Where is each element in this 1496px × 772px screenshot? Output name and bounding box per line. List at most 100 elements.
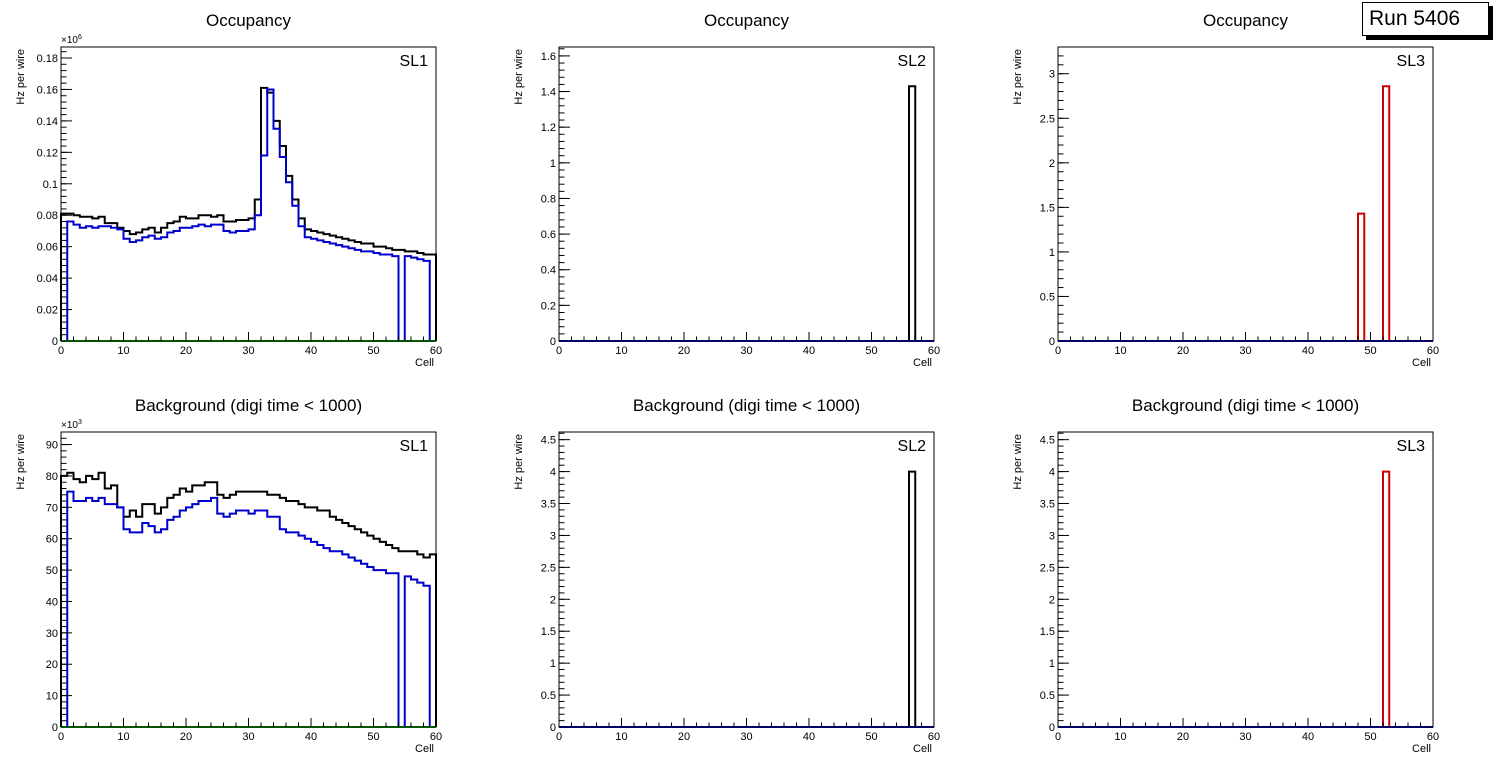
x-tick-label: 60 [1427, 345, 1439, 357]
run-label: Run 5406 [1369, 7, 1461, 30]
x-tick-label: 40 [1302, 731, 1314, 743]
y-tick-label: 2.5 [1040, 113, 1055, 125]
y-tick-label: 4 [550, 467, 556, 479]
y-tick-label: 60 [46, 534, 58, 546]
superlayer-label: SL3 [1397, 53, 1426, 70]
y-tick-label: 0.8 [541, 193, 556, 205]
x-tick-label: 10 [117, 345, 129, 357]
y-axis-label: Hz per wire [513, 49, 525, 105]
series-line-total [559, 85, 934, 342]
superlayer-label: SL2 [898, 438, 927, 455]
y-tick-label: 2.5 [1040, 562, 1055, 574]
y-exponent-label: ×103 [61, 419, 82, 431]
x-tick-label: 50 [865, 345, 877, 357]
x-tick-label: 40 [803, 731, 815, 743]
series-line-signal [61, 490, 436, 728]
y-tick-label: 2 [1049, 158, 1055, 170]
y-axis-label: Hz per wire [15, 49, 27, 105]
y-tick-label: 0.06 [37, 242, 58, 254]
y-tick-label: 0.4 [541, 265, 556, 277]
x-axis-label: Cell [415, 357, 434, 369]
y-tick-label: 1.5 [1040, 626, 1055, 638]
y-tick-label: 80 [46, 471, 58, 483]
y-tick-label: 0 [550, 722, 556, 734]
series-line-total [60, 86, 437, 341]
series-line-signal [61, 88, 436, 342]
y-tick-label: 0.2 [541, 300, 556, 312]
superlayer-label: SL1 [400, 438, 429, 455]
y-tick-label: 2.5 [541, 562, 556, 574]
y-tick-label: 50 [46, 565, 58, 577]
histogram-panel: Background (digi time < 1000) Hz per wire… [513, 396, 940, 755]
y-tick-label: 1 [1049, 658, 1055, 670]
y-tick-label: 0.04 [37, 273, 58, 285]
x-tick-label: 20 [678, 731, 690, 743]
x-tick-label: 10 [615, 731, 627, 743]
x-tick-label: 40 [305, 345, 317, 357]
y-tick-label: 0.1 [43, 179, 58, 191]
y-tick-label: 0.02 [37, 305, 58, 317]
run-label-box: Run 5406 [1362, 2, 1489, 36]
panel-title: Background (digi time < 1000) [633, 396, 860, 415]
x-tick-label: 10 [117, 731, 129, 743]
y-exponent-power: 6 [78, 34, 82, 41]
x-axis-label: Cell [1412, 743, 1431, 755]
superlayer-label: SL3 [1397, 438, 1426, 455]
y-tick-label: 1.6 [541, 51, 556, 63]
x-tick-label: 40 [1302, 345, 1314, 357]
x-tick-label: 60 [430, 345, 442, 357]
x-tick-label: 30 [1239, 731, 1251, 743]
y-tick-label: 0.5 [1040, 291, 1055, 303]
y-tick-label: 0.12 [37, 147, 58, 159]
y-tick-label: 20 [46, 659, 58, 671]
y-exponent-power: 3 [78, 419, 82, 426]
y-tick-label: 3 [1049, 69, 1055, 81]
x-tick-label: 60 [1427, 731, 1439, 743]
x-axis-label: Cell [913, 357, 932, 369]
series-line-total [60, 471, 437, 727]
series-line-total [559, 470, 934, 728]
x-tick-label: 20 [180, 345, 192, 357]
plot-frame [558, 46, 935, 342]
y-axis-label: Hz per wire [513, 434, 525, 490]
y-tick-label: 1 [1049, 247, 1055, 259]
panel-title: Background (digi time < 1000) [135, 396, 362, 415]
y-tick-label: 0 [1049, 722, 1055, 734]
y-tick-label: 0.6 [541, 229, 556, 241]
x-tick-label: 30 [1239, 345, 1251, 357]
histogram-panel: Occupancy Hz per wire Cell ×106 0 10 20 30 40 50 6… [15, 11, 442, 369]
x-tick-label: 20 [1177, 345, 1189, 357]
y-tick-label: 3 [1049, 530, 1055, 542]
plot-frame [1057, 431, 1434, 728]
histogram-panel: Occupancy Hz per wire Cell 0 10 20 30 40 50 60 0 0.… [1012, 11, 1439, 369]
histogram-panel: Background (digi time < 1000) Hz per wire… [1012, 396, 1439, 755]
x-tick-label: 10 [1114, 345, 1126, 357]
superlayer-label: SL1 [400, 53, 429, 70]
y-tick-label: 30 [46, 628, 58, 640]
y-tick-label: 90 [46, 440, 58, 452]
y-tick-label: 0.5 [1040, 690, 1055, 702]
y-tick-label: 1 [550, 158, 556, 170]
plot-frame [60, 46, 437, 342]
x-tick-label: 10 [615, 345, 627, 357]
x-tick-label: 0 [58, 345, 64, 357]
y-tick-label: 4.5 [1040, 435, 1055, 447]
y-tick-label: 1.2 [541, 122, 556, 134]
y-exponent-label: ×106 [61, 34, 82, 46]
x-tick-label: 30 [740, 731, 752, 743]
y-axis-label: Hz per wire [1012, 434, 1024, 490]
y-tick-label: 2 [550, 594, 556, 606]
y-tick-label: 0.16 [37, 84, 58, 96]
panel-title: Occupancy [206, 11, 292, 30]
y-tick-label: 4 [1049, 467, 1055, 479]
x-tick-label: 50 [1364, 731, 1376, 743]
x-tick-label: 60 [430, 731, 442, 743]
y-tick-label: 3.5 [541, 499, 556, 511]
panel-title: Background (digi time < 1000) [1132, 396, 1359, 415]
y-tick-label: 0 [1049, 336, 1055, 348]
y-tick-label: 0.08 [37, 210, 58, 222]
x-tick-label: 10 [1114, 731, 1126, 743]
x-tick-label: 50 [1364, 345, 1376, 357]
histogram-panel: Background (digi time < 1000) Hz per wire… [15, 396, 442, 755]
y-tick-label: 2 [1049, 594, 1055, 606]
